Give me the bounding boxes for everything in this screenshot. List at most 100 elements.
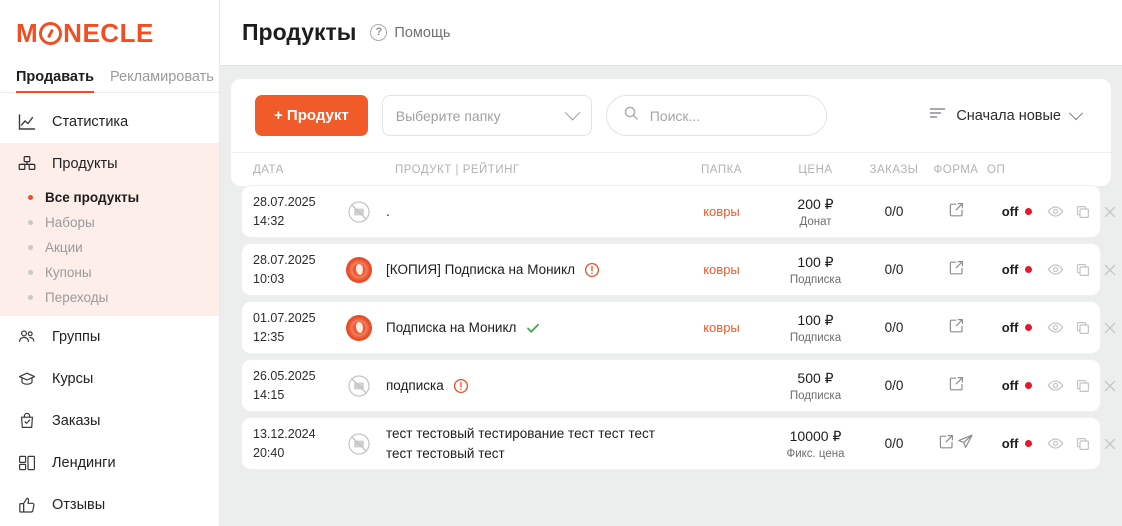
sidebar-subitem-promotions[interactable]: Акции [0, 235, 219, 260]
copy-icon[interactable] [1075, 320, 1091, 336]
sidebar-item-products[interactable]: Продукты [0, 143, 219, 185]
help-link[interactable]: ? Помощь [370, 24, 450, 41]
table-row[interactable]: 28.07.2025 10:03 [КОПИЯ] Подписка на Моник… [242, 244, 1116, 295]
sidebar-subitem-transitions[interactable]: Переходы [0, 285, 219, 310]
eye-icon[interactable] [1047, 377, 1064, 394]
eye-icon[interactable] [1047, 261, 1064, 278]
eye-icon[interactable] [1047, 319, 1064, 336]
sidebar-tab-sell[interactable]: Продавать [16, 69, 95, 93]
sidebar-item-groups[interactable]: Группы [0, 316, 219, 358]
row-op-cell[interactable]: off [987, 435, 1047, 453]
sidebar-item-label: Продукты [52, 156, 118, 172]
sidebar-item-reviews[interactable]: Отзывы [0, 484, 219, 526]
row-op-cell[interactable]: off [987, 377, 1047, 395]
sidebar-group-products: Продукты Все продукты Наборы Акции [0, 143, 219, 316]
table-row[interactable]: 13.12.2024 20:40 тест тестовый тестировани… [242, 418, 1116, 469]
row-op-cell[interactable]: off [987, 261, 1047, 279]
bullet-icon [28, 195, 33, 200]
row-product-cell[interactable]: подписка [345, 372, 675, 400]
send-plane-icon[interactable] [957, 433, 974, 450]
product-thumbnail [345, 255, 373, 284]
column-header-product: ПРОДУКТ | РЕЙТИНГ [395, 163, 520, 176]
row-product-name: Подписка на Моникл [386, 319, 517, 335]
row-price-cell: 100 ₽ Подписка [768, 311, 863, 344]
row-actions-cell [1047, 319, 1122, 336]
logo[interactable]: M NECLE [16, 18, 154, 48]
bullet-icon [28, 270, 33, 275]
sidebar-item-landings[interactable]: Лендинги [0, 442, 219, 484]
folder-tag[interactable]: ковры [703, 319, 740, 335]
help-label: Помощь [394, 24, 451, 41]
column-header-date: ДАТА [253, 163, 284, 176]
folder-tag[interactable]: ковры [703, 203, 740, 219]
row-product-name: подписка [386, 377, 444, 393]
sidebar-subitem-all-products[interactable]: Все продукты [0, 185, 219, 210]
table-row[interactable]: 28.07.2025 14:32. ковры 200 ₽ Донат 0/0 off [242, 186, 1116, 237]
table-row[interactable]: 26.05.2025 14:15 подписка 500 ₽ Подписка 0/0 o… [242, 360, 1116, 411]
close-icon[interactable] [1102, 204, 1118, 220]
row-actions-cell [1047, 377, 1122, 394]
copy-icon[interactable] [1075, 378, 1091, 394]
row-product-cell[interactable]: тест тестовый тестирование тест тест тес… [345, 424, 675, 462]
external-link-icon[interactable] [948, 317, 965, 334]
toolbar: + Продукт Выберите папку [231, 79, 1111, 152]
brand-logo-icon [346, 256, 372, 283]
row-product-cell[interactable]: Подписка на Моникл [345, 313, 675, 342]
folder-select-placeholder: Выберите папку [395, 107, 501, 124]
sidebar-subitem-coupons[interactable]: Купоны [0, 260, 219, 285]
row-time: 12:35 [253, 329, 285, 344]
close-icon[interactable] [1102, 436, 1118, 452]
external-link-icon[interactable] [948, 201, 965, 218]
status-dot-icon [1025, 381, 1033, 389]
top-bar: Продукты ? Помощь [220, 0, 1122, 66]
sidebar-item-label: Курсы [52, 371, 94, 387]
close-icon[interactable] [1102, 378, 1118, 394]
products-panel: + Продукт Выберите папку [231, 79, 1111, 186]
external-link-icon[interactable] [938, 433, 955, 450]
sidebar-tab-advertise[interactable]: Рекламировать [110, 69, 214, 85]
copy-icon[interactable] [1075, 436, 1091, 452]
sidebar-subitem-sets[interactable]: Наборы [0, 210, 219, 235]
sidebar-item-courses[interactable]: Курсы [0, 358, 219, 400]
copy-icon[interactable] [1075, 204, 1091, 220]
column-header-op: ОП [987, 163, 1006, 176]
row-price: 100 ₽ [797, 254, 834, 271]
eye-icon[interactable] [1047, 203, 1064, 220]
row-op-cell[interactable]: off [987, 203, 1047, 221]
row-date: 28.07.2025 [253, 195, 316, 210]
add-product-button[interactable]: + Продукт [255, 95, 368, 136]
sort-control[interactable]: Сначала новые [929, 105, 1087, 125]
row-form-cell [925, 259, 987, 281]
brand-logo-icon [346, 314, 372, 341]
search-box[interactable] [605, 95, 827, 136]
row-product-cell[interactable]: [КОПИЯ] Подписка на Моникл [345, 255, 675, 284]
sidebar-item-statistics[interactable]: Статистика [0, 101, 219, 143]
page-title: Продукты [242, 19, 357, 45]
table-header: ДАТА ПРОДУКТ | РЕЙТИНГ ПАПКА ЦЕНА ЗАКАЗЫ… [231, 152, 1111, 186]
row-op-cell[interactable]: off [987, 319, 1047, 337]
row-orders: 0/0 [884, 203, 904, 219]
row-date: 26.05.2025 [253, 369, 316, 384]
users-icon [16, 326, 38, 348]
table-row[interactable]: 01.07.2025 12:35 Подписка на Моникл ковры 10… [242, 302, 1116, 353]
folder-select[interactable]: Выберите папку [381, 95, 592, 136]
close-icon[interactable] [1102, 262, 1118, 278]
row-price-type: Донат [799, 215, 832, 228]
chevron-down-icon [1068, 105, 1084, 120]
sidebar-nav: Статистика Продукты [0, 93, 219, 526]
close-icon[interactable] [1102, 320, 1118, 336]
row-date-cell: 13.12.2024 20:40 [253, 425, 345, 461]
row-price-cell: 200 ₽ Донат [768, 195, 863, 228]
eye-icon[interactable] [1047, 435, 1064, 452]
search-input[interactable] [649, 107, 810, 124]
sidebar-item-orders[interactable]: Заказы [0, 400, 219, 442]
row-product-cell[interactable]: . [345, 198, 675, 226]
external-link-icon[interactable] [948, 259, 965, 276]
sidebar-item-label: Заказы [52, 413, 101, 429]
folder-tag[interactable]: ковры [703, 261, 740, 277]
row-form-cell [925, 375, 987, 397]
search-icon [623, 105, 639, 126]
copy-icon[interactable] [1075, 262, 1091, 278]
external-link-icon[interactable] [948, 375, 965, 392]
